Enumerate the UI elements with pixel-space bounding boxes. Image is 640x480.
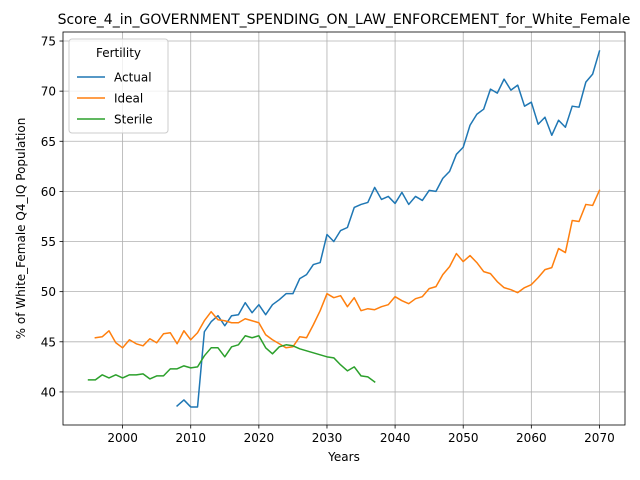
- y-tick-label: 75: [41, 35, 56, 49]
- legend: Fertility Actual Ideal Sterile: [68, 38, 169, 134]
- series-line-ideal: [94, 189, 601, 349]
- x-tick-label: 2020: [244, 431, 275, 445]
- y-tick-label: 40: [41, 385, 56, 399]
- y-axis-label: % of White_Female Q4_IQ Population: [14, 118, 28, 340]
- y-tick-label: 65: [41, 135, 56, 149]
- x-tick-label: 2070: [584, 431, 615, 445]
- y-tick-label: 55: [41, 235, 56, 249]
- x-tick-label: 2040: [380, 431, 411, 445]
- series-line-actual: [176, 50, 601, 408]
- series-line-sterile: [87, 335, 376, 383]
- y-tick-label: 60: [41, 185, 56, 199]
- x-tick-label: 2030: [312, 431, 343, 445]
- grid: [63, 32, 625, 425]
- legend-entries: Actual Ideal Sterile: [77, 71, 153, 127]
- x-axis-label: Years: [327, 450, 360, 464]
- plot-frame: [62, 31, 626, 426]
- series-layer: [87, 50, 601, 408]
- x-tick-label: 2050: [448, 431, 479, 445]
- y-axis: 40 45 50 55 60 65 70 75: [41, 35, 63, 399]
- legend-title: Fertility: [96, 46, 141, 60]
- legend-entry-ideal: Ideal: [77, 92, 143, 106]
- y-tick-label: 50: [41, 285, 56, 299]
- legend-label: Ideal: [114, 92, 143, 106]
- x-axis: 2000 2010 2020 2030 2040 2050 2060 2070: [107, 425, 615, 445]
- legend-box: [68, 38, 169, 134]
- x-tick-label: 2060: [516, 431, 547, 445]
- legend-label: Actual: [114, 71, 152, 85]
- legend-label: Sterile: [114, 113, 153, 127]
- legend-entry-sterile: Sterile: [77, 113, 153, 127]
- y-tick-label: 45: [41, 335, 56, 349]
- legend-entry-actual: Actual: [77, 71, 152, 85]
- y-tick-label: 70: [41, 85, 56, 99]
- x-tick-label: 2000: [107, 431, 138, 445]
- x-tick-label: 2010: [175, 431, 206, 445]
- chart-title: Score_4_in_GOVERNMENT_SPENDING_ON_LAW_EN…: [58, 12, 631, 28]
